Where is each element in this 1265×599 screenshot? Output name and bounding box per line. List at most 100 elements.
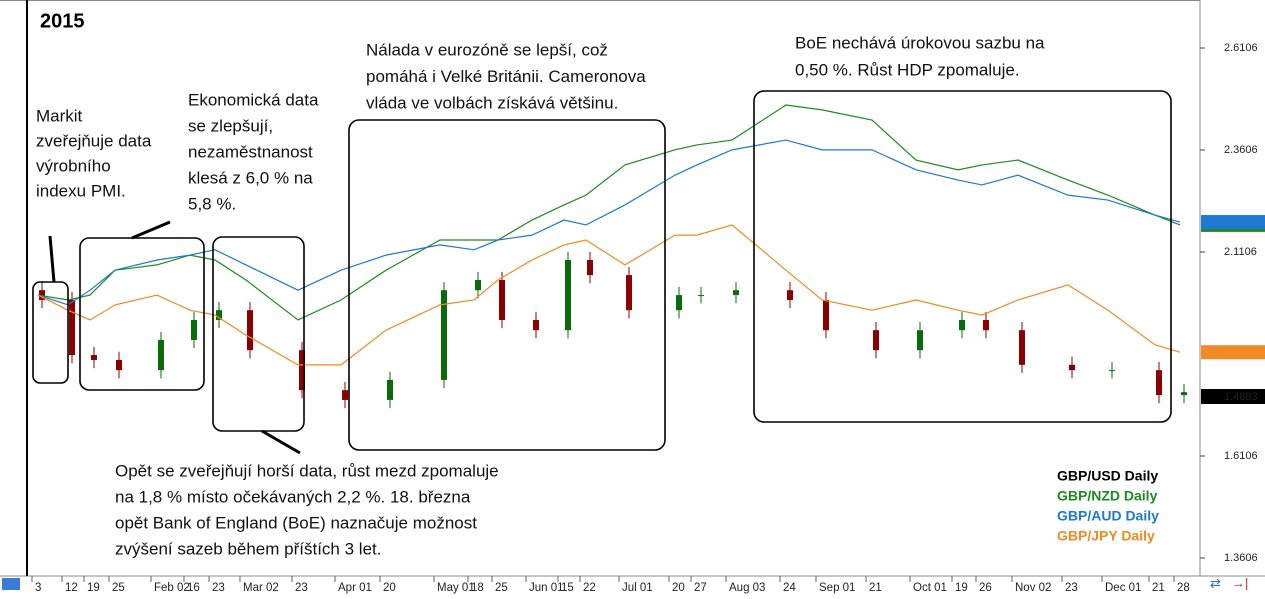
x-tick-label: 21 [869,582,882,594]
candle-body [441,290,447,380]
annotation-text: Markit [36,106,83,125]
candle-body [1069,364,1075,371]
x-tick-label: Jul 01 [622,582,653,594]
x-tick-label: 28 [1177,582,1190,594]
pointer [131,220,171,240]
x-tick-label: Aug 03 [729,582,765,594]
candle-body [676,295,682,311]
candle-body [191,319,197,340]
series-line [37,224,1181,366]
x-tick-label: Apr 01 [338,582,372,594]
x-tick-label: 24 [783,582,796,594]
annotation-text: nezaměstnanost [188,142,313,161]
candle-body [1181,392,1187,396]
x-tick-label: May 01 [437,582,475,594]
x-tick-label: 25 [495,582,508,594]
candle-body [873,330,879,351]
candle-body [787,290,793,300]
y-tick-label: 2.1106 [1224,246,1257,258]
candle-body [565,260,571,331]
annotation-box [753,90,1172,423]
plot [37,104,1187,409]
chart-title: 2015 [40,10,85,32]
y-tick-label: 2.3606 [1224,144,1258,156]
scroll-icon[interactable] [2,578,20,590]
annotation-text: 5,8 %. [188,194,236,213]
annotation-text: na 1,8 % místo očekávaných 2,2 %. 18. bř… [115,487,471,506]
annotation-text: výrobního [36,156,111,175]
x-tick-label: 26 [979,582,992,594]
candle-body [1109,370,1115,372]
last-value-marker [1201,215,1265,230]
x-tick-label: 19 [87,582,100,594]
annotation-text: Opět se zveřejňují horší data, růst mezd… [115,461,499,480]
x-tick-label: Nov 02 [1015,582,1051,594]
x-tick-label: Sep 01 [819,582,855,594]
candle-body [39,290,45,300]
candle-body [733,290,739,296]
annotation-text: Nálada v eurozóně se lepší, což [366,40,608,59]
x-tick-label: 19 [955,582,968,594]
x-tick-label: 22 [583,582,596,594]
x-tick-label: 12 [65,582,78,594]
link-icon[interactable]: ⇄ [1210,575,1221,590]
candle-body [216,310,222,320]
pointer [48,235,56,283]
x-tick-label: Mar 02 [243,582,279,594]
series-line [37,104,1181,321]
candle-body [342,390,348,400]
annotation-text: klesá z 6,0 % na [188,168,313,187]
annotation-text: BoE nechává úrokovou sazbu na [795,33,1045,52]
candle-body [983,319,989,331]
annotation-box [79,237,205,391]
x-tick-label: 16 [187,582,200,594]
legend-entry: GBP/NZD Daily [1057,488,1158,504]
candle-body [533,319,539,331]
x-tick-label: 25 [112,582,125,594]
candle-body [387,379,393,400]
candle-body [1156,370,1162,396]
arrow-icon[interactable]: →| [1232,575,1248,590]
x-tick-label: 15 [561,582,574,594]
legend-entry: GBP/JPY Daily [1057,528,1155,544]
annotation-text: zvýšení sazeb během příštích 3 let. [115,539,381,558]
last-value-marker [1201,345,1265,360]
annotation-text: indexu PMI. [36,181,126,200]
annotation-text: pomáhá i Velké Británii. Cameronova [366,67,646,86]
candle-body [917,330,923,351]
candle-body [299,350,305,391]
annotation-text: opět Bank of England (BoE) naznačuje mož… [115,513,477,532]
annotations: Markit zveřejňuje data výrobního indexu PMI… [36,33,1045,558]
x-tick-label: 21 [1152,582,1165,594]
last-price-label: 1.4883 [1224,391,1258,403]
x-tick-label: 18 [471,582,484,594]
annotation-text: 0,50 %. Růst HDP zpomaluje. [795,60,1020,79]
x-tick-label: Jun 01 [529,582,564,594]
candle-body [823,299,829,331]
x-tick-label: Feb 02 [154,582,190,594]
x-tick-label: 20 [383,582,396,594]
y-tick-label: 2.6106 [1224,42,1258,54]
y-tick-label: 1.3606 [1224,552,1258,564]
candle-body [116,359,122,371]
y-tick-label: 1.6106 [1224,450,1258,462]
candle-body [69,299,75,356]
candle-body [91,355,97,360]
annotation-text: Ekonomická data [188,90,319,109]
annotation-text: se zlepšují, [188,116,273,135]
candle-body [587,260,593,276]
legend-entry: GBP/USD Daily [1057,468,1158,484]
candle-body [1019,330,1025,365]
x-tick-label: 23 [1065,582,1078,594]
legend: GBP/USD Daily GBP/NZD Daily GBP/AUD Daily G… [1057,468,1159,544]
annotation-text: vláda ve volbách získává většinu. [366,93,618,112]
x-tick-label: 23 [212,582,225,594]
x-tick-label: 3 [35,582,41,594]
series-line [37,139,1181,306]
annotation-boxes [32,90,1172,455]
x-tick-label: 27 [694,582,707,594]
x-tick-label: Dec 01 [1105,582,1141,594]
candle-body [247,310,253,351]
